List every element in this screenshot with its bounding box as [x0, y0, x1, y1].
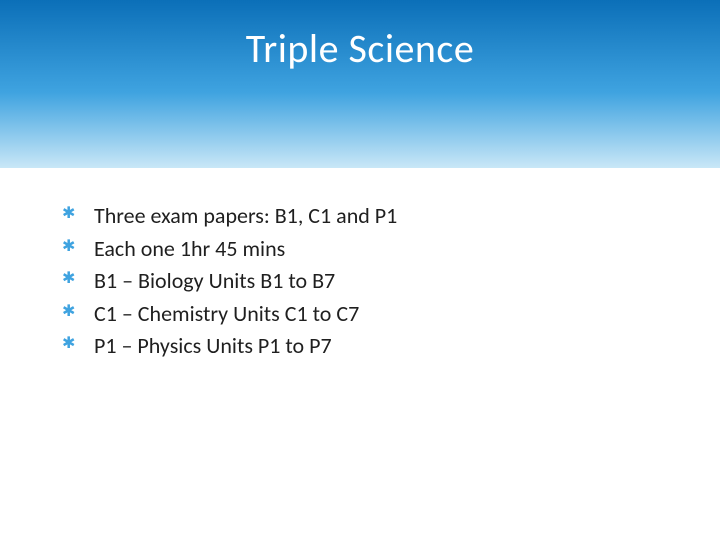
list-item: B1 – Biology Units B1 to B7 [62, 265, 670, 298]
slide-title: Triple Science [0, 24, 720, 73]
list-item: C1 – Chemistry Units C1 to C7 [62, 298, 670, 331]
bullet-list: Three exam papers: B1, C1 and P1 Each on… [62, 200, 670, 363]
slide: Triple Science Three exam papers: B1, C1… [0, 0, 720, 540]
list-item: Three exam papers: B1, C1 and P1 [62, 200, 670, 233]
list-item: P1 – Physics Units P1 to P7 [62, 330, 670, 363]
list-item: Each one 1hr 45 mins [62, 233, 670, 266]
content-area: Three exam papers: B1, C1 and P1 Each on… [62, 200, 670, 363]
